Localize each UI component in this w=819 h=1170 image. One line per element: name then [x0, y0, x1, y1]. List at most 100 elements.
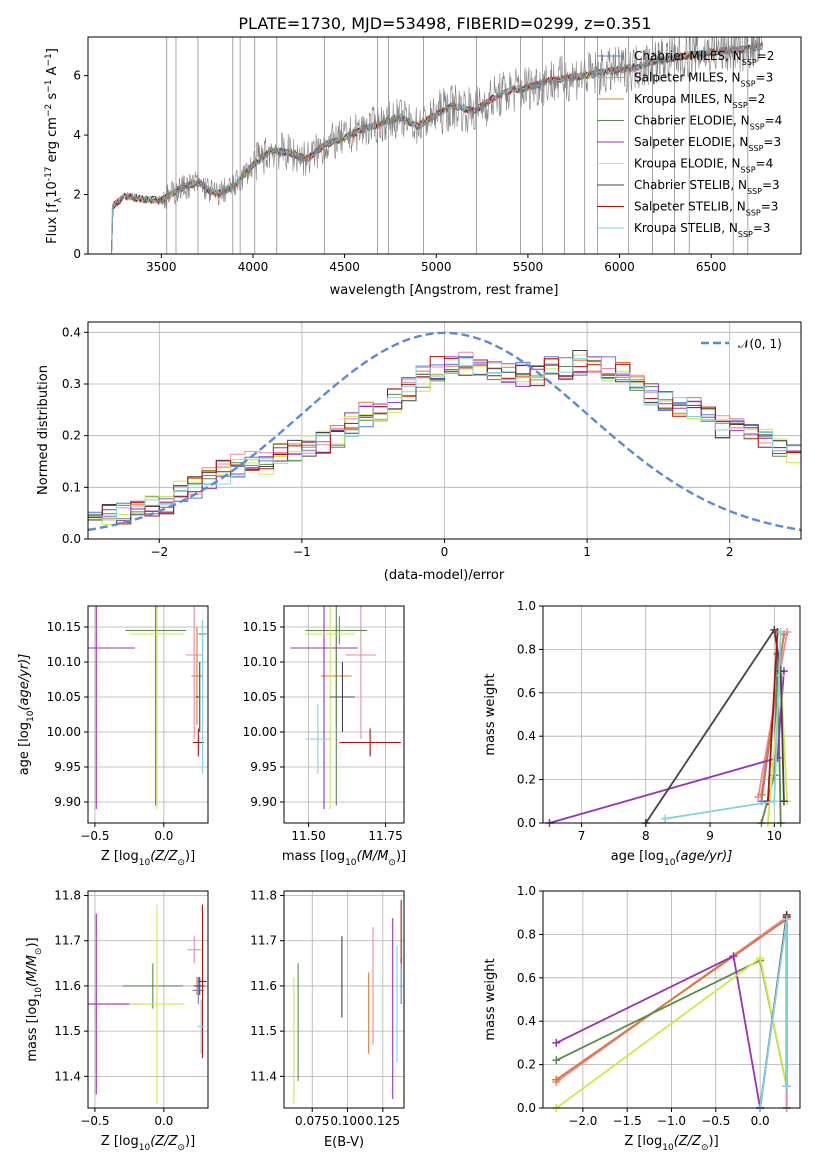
legend-sub: SSP [746, 208, 761, 217]
label-part: Z [log [101, 1134, 139, 1149]
y-tick-label: 1.0 [517, 884, 536, 898]
y-tick-label: 9.90 [54, 795, 81, 809]
legend-count: =3 [761, 200, 779, 214]
legend-text: Salpeter STELIB, N [634, 200, 746, 214]
label-part: (M/M [25, 955, 40, 987]
y-tick-label: 11.4 [250, 1069, 277, 1083]
residual-panel: −2 −1 0 1 2 0.0 0.1 0.2 0.3 0.4 𝒩(0, 1) (data-model… [36, 321, 802, 583]
label-part: ⊙ [177, 1143, 185, 1153]
y-tick-label: 11.7 [54, 934, 81, 948]
y-tick-label: 10.10 [243, 655, 277, 669]
weight-marker [776, 667, 785, 676]
label-part: 10 [139, 858, 151, 868]
x-tick-label: 10 [767, 829, 782, 843]
label-part: 10 [345, 858, 357, 868]
label-part: 10 [26, 710, 36, 722]
x-tick-label: 0.0 [154, 1114, 173, 1128]
label-part: )] [185, 849, 195, 864]
y-tick-label: 11.5 [250, 1024, 277, 1038]
mass-vs-z-panel: −0.5 0.011.411.511.611.711.8Z [log10(Z/Z⊙… [25, 889, 209, 1153]
legend-text: Kroupa MILES, N [634, 92, 733, 106]
age-vs-mass-panel: 11.50 11.75 9.90 9.95 10.00 10.05 10.10 10.15 ma… [243, 605, 406, 868]
x-tick-label: −2.0 [568, 1114, 597, 1128]
y-axis-label: age [log10(age/yr)] [17, 654, 36, 776]
x-tick-label: 0.100 [330, 1114, 364, 1128]
label-part: Flux [f [45, 203, 60, 244]
y-tick-label: 11.4 [54, 1069, 81, 1083]
weight-marker [756, 954, 765, 963]
x-tick-label: 0.075 [295, 1114, 329, 1128]
x-tick-label: 2 [726, 545, 734, 559]
legend-entry: Chabrier STELIB, NSSP=3 [634, 178, 780, 196]
y-axis-label: Flux [fλ10-17 erg cm−2 s−1 A−1] [44, 48, 64, 244]
plot-area [552, 910, 791, 1112]
x-tick-label: −1.5 [613, 1114, 642, 1128]
weight-marker [757, 790, 766, 799]
legend-entry: Kroupa ELODIE, NSSP=4 [634, 157, 773, 175]
legend-sub: SSP [748, 144, 763, 153]
legend-text: Kroupa ELODIE, N [634, 157, 741, 171]
label-part: λ [54, 197, 64, 203]
y-tick-label: 0.4 [517, 1014, 536, 1028]
x-axis-label: Z [log10(Z/Z⊙)] [101, 1134, 195, 1153]
weight-line [549, 671, 785, 824]
y-tick-label: 0.4 [517, 729, 536, 743]
y-axis-label: mass [log10(M/M⊙)] [25, 937, 44, 1061]
age-vs-z-panel: −0.5 0.0 9.90 9.95 10.00 10.05 10.10 10.15 Z [lo… [17, 605, 209, 868]
x-tick-label: −1 [293, 545, 311, 559]
x-tick-label: 6500 [696, 260, 727, 274]
legend-text: Chabrier MILES, N [634, 49, 742, 63]
x-axis-label: Z [log10(Z/Z⊙)] [101, 849, 195, 868]
figure-title: PLATE=1730, MJD=53498, FIBERID=0299, z=0… [238, 14, 651, 33]
plot-area [88, 331, 801, 532]
x-tick-label: 0.0 [154, 829, 173, 843]
residual-histogram [88, 357, 801, 521]
x-axis-label: mass [log10(M/M⊙)] [282, 849, 406, 868]
x-tick-label: 0 [441, 545, 449, 559]
plot-area [88, 606, 207, 809]
label-part: )] [25, 937, 40, 947]
x-tick-label: −0.5 [80, 829, 109, 843]
label-part: (age/yr)] [17, 654, 32, 711]
y-tick-label: 1.0 [517, 599, 536, 613]
label-part: ⊙ [701, 1143, 709, 1153]
legend-text: Chabrier ELODIE, N [634, 114, 750, 128]
y-tick-label: 11.6 [54, 979, 81, 993]
y-tick-label: 0.4 [62, 325, 81, 339]
x-tick-label: −2 [150, 545, 168, 559]
x-tick-label: 6000 [604, 260, 635, 274]
x-tick-label: 4000 [238, 260, 269, 274]
label-part: )] [185, 1134, 195, 1149]
label-part: 10 [139, 1143, 151, 1153]
x-tick-label: 0.125 [366, 1114, 400, 1128]
residual-histogram [88, 351, 801, 521]
weight-line [759, 919, 788, 1109]
y-tick-label: 0.6 [517, 686, 536, 700]
mass-vs-ebv-panel: 0.075 0.100 0.125 11.4 11.5 11.6 11.7 11.8 E(B-V… [250, 889, 405, 1150]
x-axis-label: E(B-V) [324, 1135, 364, 1150]
legend-sub: SSP [738, 230, 753, 239]
label-part: 10 [34, 987, 44, 999]
legend-count: =3 [762, 178, 780, 192]
y-tick-label: 10.00 [243, 725, 277, 739]
legend-count: =2 [757, 49, 775, 63]
axes-frame [542, 605, 801, 824]
x-axis-label: wavelength [Angstrom, rest frame] [330, 283, 559, 298]
weight-marker [776, 628, 785, 637]
label-part: age [log [17, 722, 32, 775]
legend-count: =3 [763, 135, 781, 149]
label-part: ⊙ [34, 948, 44, 956]
x-tick-label: 8 [642, 829, 650, 843]
x-tick-label: 1 [583, 545, 591, 559]
plot-area [293, 900, 402, 1104]
label-part: (M/M [357, 849, 389, 864]
legend-sub: SSP [741, 165, 756, 174]
label-part: −1 [44, 80, 54, 93]
spectrum-panel: 3500 4000 4500 5000 5500 6000 6500 0 2 4 6 waveleng… [44, 36, 802, 298]
weight-line [767, 631, 779, 802]
y-tick-label: 0.0 [62, 532, 81, 546]
label-part: −2 [44, 104, 54, 117]
weight-line [645, 627, 785, 824]
label-part: 10 [45, 181, 60, 198]
plot-area [88, 904, 207, 1104]
